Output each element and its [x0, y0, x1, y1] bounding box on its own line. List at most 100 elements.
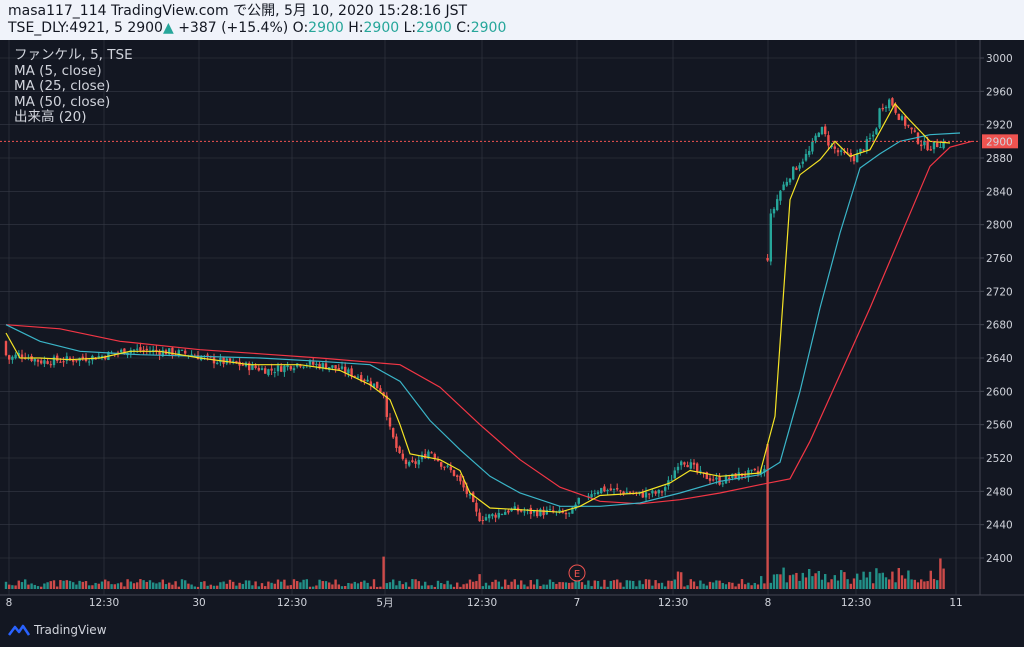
volume-bar	[721, 583, 724, 589]
volume-bar	[196, 586, 200, 589]
candle-body	[376, 381, 379, 389]
legend-title[interactable]: ファンケル, 5, TSE	[14, 47, 133, 63]
x-tick-label: 12:30	[277, 597, 307, 609]
candle-body	[52, 356, 56, 366]
tradingview-logo[interactable]: TradingView	[8, 623, 107, 637]
volume-bar	[305, 579, 308, 589]
volume-bar	[660, 582, 664, 589]
volume-bar	[94, 582, 97, 589]
volume-bar	[20, 582, 24, 589]
candle-body	[123, 348, 126, 355]
volume-bar	[513, 579, 516, 589]
candle-body	[808, 150, 811, 155]
volume-bar	[676, 571, 680, 589]
candle-body	[392, 428, 395, 438]
price-chart[interactable]: E 3000 2960 2920 2880 2840 2800 2760 2720 2680 26…	[0, 40, 1024, 647]
volume-bar	[488, 585, 491, 589]
volume-bar	[187, 583, 190, 589]
volume-bar	[328, 582, 331, 589]
tradingview-logo-text: TradingView	[34, 623, 107, 637]
volume-bar	[382, 556, 385, 589]
chart-header: masa117_114 TradingView.com で公開, 5月 10, …	[0, 0, 1024, 40]
volume-bar	[817, 570, 820, 589]
volume-bar	[568, 582, 571, 589]
candle-body	[542, 509, 545, 516]
volume-bar	[190, 584, 193, 589]
legend-ma50[interactable]: MA (50, close)	[14, 93, 111, 110]
legend-ma5[interactable]: MA (5, close)	[14, 62, 102, 79]
candle-body	[478, 512, 481, 522]
volume-bar	[555, 583, 558, 589]
volume-bar	[392, 579, 395, 589]
volume-bar	[830, 579, 833, 589]
volume-bar	[139, 579, 142, 589]
volume-bar	[875, 568, 878, 589]
volume-bar	[171, 584, 174, 589]
candle-body	[161, 350, 164, 357]
volume-bar	[283, 579, 286, 589]
candle-body	[907, 125, 910, 127]
volume-bar	[33, 584, 36, 589]
volume-bar	[737, 583, 740, 589]
candle-body	[932, 141, 936, 150]
volume-bar	[744, 584, 747, 589]
volume-bar	[340, 586, 344, 589]
candle-body	[609, 488, 612, 491]
candle-body	[836, 150, 840, 153]
volume-bar	[315, 585, 318, 589]
volume-bar	[379, 586, 382, 589]
candle-body	[673, 470, 676, 479]
volume-bar	[116, 583, 120, 589]
candle-body	[849, 152, 852, 158]
candle-body	[270, 368, 273, 371]
volume-bar	[616, 579, 619, 589]
candle-body	[72, 359, 75, 362]
candle-body	[692, 462, 696, 465]
time-axis[interactable]: 8 12:30 30 12:30 5月 12:30 7 12:30 8 12:30 11	[6, 597, 963, 609]
volume-bar	[43, 583, 46, 589]
volume-bar	[843, 572, 846, 589]
candle-body	[347, 369, 350, 374]
candle-body	[833, 146, 836, 149]
candle-body	[481, 519, 484, 521]
candle-body	[529, 507, 532, 515]
earnings-marker[interactable]: E	[568, 564, 586, 582]
candle-body	[552, 510, 555, 513]
volume-bar	[452, 586, 456, 589]
volume-bar	[628, 580, 632, 589]
legend-volume[interactable]: 出来高 (20)	[14, 109, 87, 125]
volume-bar	[942, 568, 945, 589]
volume-bar	[88, 585, 91, 589]
volume-bar	[347, 582, 350, 589]
volume-bar	[929, 570, 932, 589]
price-axis[interactable]: 3000 2960 2920 2880 2840 2800 2760 2720 2680 2640…	[980, 53, 1013, 565]
candle-body	[737, 472, 740, 480]
volume-bar	[475, 581, 478, 589]
volume-bar	[545, 584, 548, 589]
publish-info: masa117_114 TradingView.com で公開, 5月 10, …	[8, 3, 468, 19]
open-label: O:	[292, 20, 309, 36]
candle-body	[545, 509, 548, 515]
volume-bar	[728, 582, 731, 589]
high-value: 2900	[363, 20, 400, 36]
candle-body	[177, 350, 180, 356]
candle-body	[795, 167, 798, 170]
volume-bar	[222, 581, 225, 589]
candle-body	[260, 368, 264, 370]
volume-bar	[785, 582, 788, 589]
candle-body	[856, 153, 859, 163]
volume-bar	[600, 586, 603, 589]
volume-bar	[84, 581, 88, 589]
volume-bar	[302, 579, 305, 589]
volume-bar	[436, 580, 440, 589]
volume-bar	[219, 582, 222, 589]
volume-bar	[193, 586, 196, 589]
volume-bar	[430, 585, 433, 589]
volume-bar	[273, 583, 276, 589]
volume-bar	[836, 580, 840, 589]
candle-body	[916, 132, 920, 144]
candle-body	[11, 356, 14, 360]
volume-bar	[228, 579, 232, 589]
volume-bar	[481, 586, 484, 589]
legend-ma25[interactable]: MA (25, close)	[14, 78, 111, 94]
